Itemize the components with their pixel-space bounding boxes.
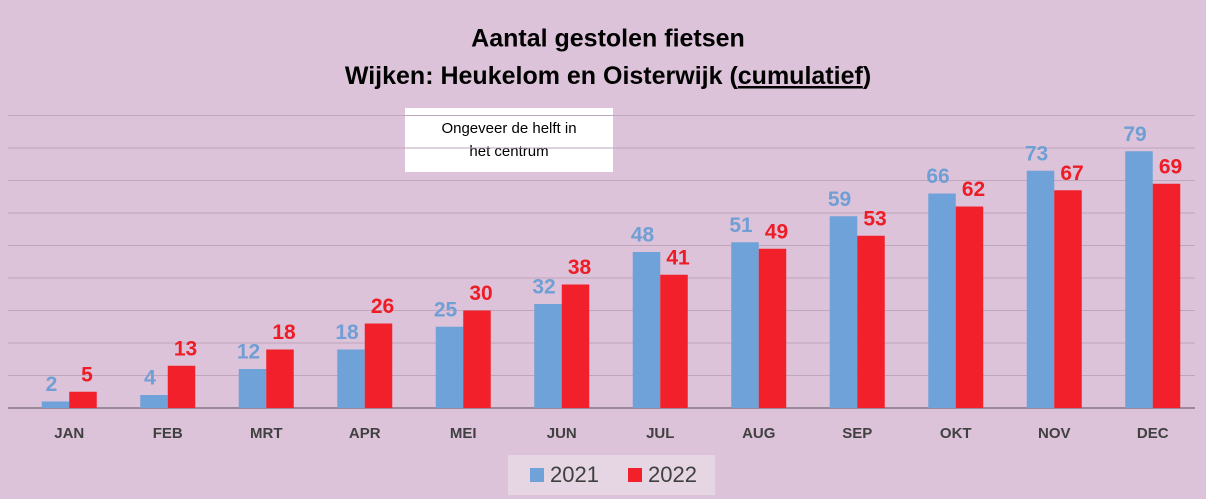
bar: [1125, 151, 1153, 408]
value-label: 66: [926, 165, 949, 188]
subtitle-part: Wijken: Heukelom en Oisterwijk (: [345, 62, 739, 90]
value-label: 69: [1159, 155, 1182, 178]
bar: [561, 284, 590, 408]
bar: [955, 206, 984, 408]
value-label: 30: [469, 282, 492, 305]
bar: [69, 391, 97, 408]
x-tick-label: JUL: [646, 425, 674, 442]
value-label: 62: [962, 178, 985, 201]
value-label: 4: [144, 367, 156, 390]
bar: [266, 349, 294, 408]
value-label: 48: [631, 224, 655, 247]
subtitle-part: cumulatief: [738, 62, 864, 90]
x-tick-label: MEI: [450, 425, 477, 442]
bar: [1026, 170, 1055, 408]
x-tick-label: SEP: [842, 425, 872, 442]
bar: [857, 235, 885, 408]
bar: [364, 323, 393, 408]
value-label: 25: [434, 298, 458, 321]
bar: [758, 248, 787, 408]
x-tick-label: OKT: [940, 425, 972, 442]
value-label: 5: [81, 363, 93, 386]
chart-title: Aantal gestolen fietsen: [471, 25, 745, 53]
value-label: 38: [568, 256, 592, 279]
value-label: 73: [1025, 142, 1048, 165]
annotation: Ongeveer de helft in: [441, 120, 576, 137]
x-tick-label: JAN: [54, 425, 84, 442]
x-tick-label: FEB: [153, 425, 183, 442]
value-label: 13: [174, 337, 197, 360]
value-label: 18: [272, 321, 296, 344]
value-label: 12: [237, 341, 260, 364]
annotation-box: [405, 108, 613, 172]
bar: [632, 252, 661, 408]
value-label: 26: [371, 295, 394, 318]
bar: [928, 193, 956, 408]
value-label: 41: [666, 246, 690, 269]
x-tick-label: AUG: [742, 425, 775, 442]
bar: [1054, 190, 1082, 408]
bar: [140, 395, 168, 408]
x-tick-label: MRT: [250, 425, 283, 442]
annotation: het centrum: [469, 143, 548, 160]
legend-swatch: [628, 468, 642, 482]
value-label: 49: [765, 220, 788, 243]
legend-swatch: [530, 468, 544, 482]
value-label: 32: [532, 276, 555, 299]
x-tick-label: DEC: [1137, 425, 1169, 442]
bar: [463, 310, 491, 408]
x-tick-label: NOV: [1038, 425, 1071, 442]
bar: [435, 326, 464, 408]
bar: [731, 242, 759, 408]
bar: [660, 274, 688, 408]
value-label: 59: [828, 188, 851, 211]
x-tick-label: APR: [349, 425, 381, 442]
legend-label: 2021: [550, 462, 599, 487]
subtitle-part: ): [863, 62, 871, 90]
bar: [534, 304, 562, 408]
bar: [41, 401, 70, 408]
value-label: 53: [863, 207, 886, 230]
value-label: 51: [729, 214, 753, 237]
bar: [238, 369, 267, 408]
bar: [337, 349, 365, 408]
x-tick-label: JUN: [547, 425, 577, 442]
value-label: 18: [335, 321, 359, 344]
value-label: 2: [46, 373, 58, 396]
value-label: 67: [1060, 162, 1083, 185]
value-label: 79: [1123, 123, 1146, 146]
bar: [167, 365, 196, 408]
bar: [1152, 183, 1181, 408]
bar: [829, 216, 858, 408]
chart-subtitle: Wijken: Heukelom en Oisterwijk (cumulati…: [345, 62, 871, 90]
legend-label: 2022: [648, 462, 697, 487]
